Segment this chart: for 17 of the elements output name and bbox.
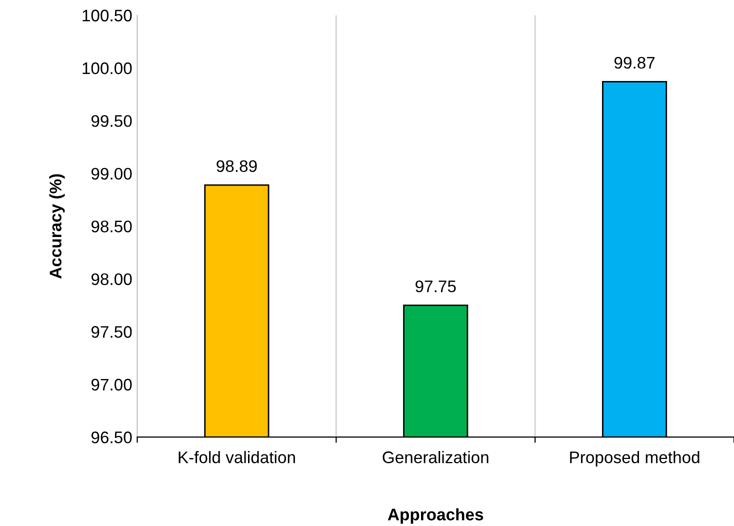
y-tick-label: 98.00 [91, 273, 132, 286]
data-label: 99.87 [614, 56, 655, 69]
data-label: 97.75 [416, 280, 456, 292]
y-tick-label: 100.00 [82, 62, 132, 74]
y-tick-label: 98.50 [91, 220, 132, 232]
y-tick-label: 97.50 [91, 326, 132, 338]
y-tick-label: 99.00 [91, 168, 132, 180]
x-tick-label: K-fold validation [178, 450, 295, 464]
data-label: 98.89 [216, 160, 257, 172]
y-axis-title: Accuracy (%) [49, 174, 65, 279]
y-tick-label: 100.50 [82, 10, 132, 22]
x-tick-label: Generalization [382, 450, 488, 464]
x-tick-label: Proposed method [570, 450, 700, 467]
y-tick-label: 96.50 [91, 432, 132, 444]
y-tick-label: 99.50 [91, 115, 132, 127]
y-tick-label: 97.00 [91, 378, 132, 391]
x-axis-title: Approaches [388, 508, 484, 524]
